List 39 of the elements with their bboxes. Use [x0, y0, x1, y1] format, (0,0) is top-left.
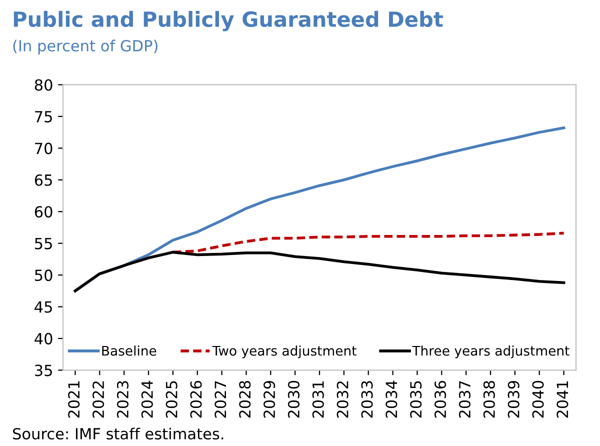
y-tick-label: 55 [35, 238, 52, 250]
y-tick-label: 35 [35, 364, 52, 376]
x-tick-label: 2027 [214, 381, 226, 418]
x-tick-label: 2039 [508, 380, 520, 418]
chart-title: Public and Publicly Guaranteed Debt [14, 10, 443, 32]
x-tick-label: 2041 [556, 381, 568, 418]
x-tick-label: 2035 [410, 381, 422, 418]
x-tick-label: 2036 [434, 380, 446, 418]
x-tick-label: 2030 [288, 380, 300, 418]
y-tick-label: 45 [34, 301, 52, 313]
y-tick-label: 60 [34, 206, 52, 218]
legend-label: Baseline [102, 346, 156, 356]
x-tick-label: 2025 [166, 381, 178, 418]
x-tick-label: 2029 [264, 380, 276, 418]
y-tick-label: 40 [34, 332, 52, 344]
legend-label: Two years adjustment [212, 346, 356, 358]
line-series [74, 250, 566, 292]
y-tick-label: 50 [35, 270, 52, 282]
x-tick-label: 2033 [361, 381, 373, 418]
x-tick-label: 2026 [190, 380, 202, 418]
y-tick-label: 65 [34, 174, 52, 186]
x-tick-label: 2022 [92, 381, 104, 418]
chart-subtitle: (In percent of GDP) [13, 40, 158, 54]
x-tick-label: 2021 [68, 381, 80, 418]
x-tick-label: 2037 [458, 381, 471, 418]
source-note: Source: IMF staff estimates. [13, 428, 224, 440]
y-tick-label: 75 [35, 111, 52, 122]
y-tick-label: 70 [35, 142, 52, 154]
x-tick-label: 2028 [239, 380, 251, 418]
legend-label: Three years adjustment [412, 346, 570, 358]
y-tick-label: 80 [34, 79, 52, 91]
line-series [172, 232, 566, 254]
x-tick-label: 2034 [386, 380, 398, 418]
x-tick-label: 2024 [141, 380, 153, 418]
x-tick-label: 2023 [116, 381, 129, 418]
x-tick-label: 2038 [483, 380, 495, 418]
x-tick-label: 2031 [312, 381, 324, 418]
x-tick-label: 2032 [336, 381, 348, 418]
x-tick-label: 2040 [532, 380, 544, 418]
